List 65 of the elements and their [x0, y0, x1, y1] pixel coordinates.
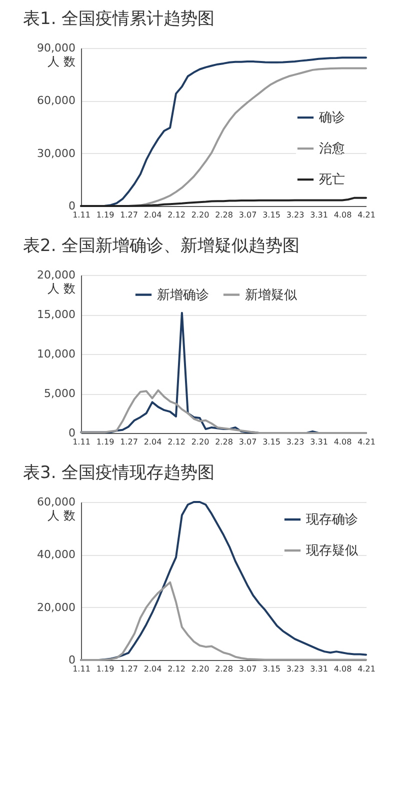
y-axis-title: 人 数: [48, 54, 76, 68]
x-tick-label: 2.12: [168, 664, 186, 674]
y-tick-label: 15,000: [37, 308, 76, 321]
x-tick-label: 3.31: [310, 438, 328, 446]
y-tick-label: 20,000: [37, 600, 76, 614]
y-tick-label: 60,000: [37, 496, 76, 508]
x-tick-label: 3.23: [286, 664, 304, 674]
x-tick-label: 1.27: [120, 438, 138, 446]
y-tick-label: 60,000: [37, 94, 76, 108]
legend-label: 现存确诊: [306, 512, 358, 528]
y-tick-label: 40,000: [37, 548, 76, 562]
x-tick-label: 2.20: [191, 438, 210, 446]
x-tick-label: 3.15: [262, 438, 280, 446]
y-tick-label: 0: [68, 654, 76, 666]
x-tick-label: 3.31: [310, 664, 328, 674]
y-axis-title: 人 数: [48, 508, 76, 522]
x-tick-label: 3.07: [238, 664, 257, 674]
x-tick-label: 1.11: [72, 664, 90, 674]
x-tick-label: 1.19: [96, 664, 114, 674]
chart-title: 表2. 全国新增确诊、新增疑似趋势图: [23, 236, 300, 256]
x-tick-label: 4.08: [334, 664, 352, 674]
x-tick-label: 2.20: [191, 210, 210, 220]
y-tick-label: 0: [68, 200, 76, 212]
x-tick-label: 1.11: [72, 438, 90, 446]
y-tick-label: 0: [68, 426, 76, 440]
x-tick-label: 2.12: [168, 438, 186, 446]
y-tick-label: 20,000: [37, 268, 76, 282]
x-tick-label: 2.28: [215, 664, 233, 674]
x-tick-label: 2.04: [144, 210, 162, 220]
x-tick-label: 3.23: [286, 438, 304, 446]
x-tick-label: 4.21: [358, 664, 376, 674]
x-tick-label: 1.27: [120, 664, 138, 674]
x-tick-label: 2.12: [168, 210, 186, 220]
chart-title: 表1. 全国疫情累计趋势图: [23, 9, 215, 29]
x-tick-label: 4.21: [358, 438, 376, 446]
x-tick-label: 3.31: [310, 210, 328, 220]
x-tick-label: 4.08: [334, 438, 352, 446]
legend-label: 死亡: [319, 172, 345, 188]
y-tick-label: 10,000: [37, 348, 76, 360]
y-tick-label: 5,000: [44, 387, 76, 400]
x-tick-label: 2.04: [144, 664, 162, 674]
x-tick-label: 3.07: [238, 210, 257, 220]
legend-label: 新增确诊: [157, 288, 209, 303]
x-tick-label: 2.04: [144, 438, 162, 446]
x-tick-label: 1.19: [96, 210, 114, 220]
x-tick-label: 3.15: [262, 210, 280, 220]
x-tick-label: 2.28: [215, 438, 233, 446]
x-tick-label: 3.07: [238, 438, 257, 446]
legend-label: 现存疑似: [306, 544, 358, 558]
legend-label: 确诊: [318, 110, 345, 126]
x-tick-label: 1.27: [120, 210, 138, 220]
chart-title: 表3. 全国疫情现存趋势图: [23, 463, 215, 483]
y-tick-label: 90,000: [37, 42, 76, 54]
legend-label: 治愈: [319, 142, 345, 157]
y-tick-label: 30,000: [37, 146, 76, 160]
y-axis-title: 人 数: [48, 282, 76, 296]
x-tick-label: 4.08: [334, 210, 352, 220]
x-tick-label: 2.28: [215, 210, 233, 220]
x-tick-label: 3.15: [262, 664, 280, 674]
legend-label: 新增疑似: [245, 288, 297, 303]
x-tick-label: 1.19: [96, 438, 114, 446]
x-tick-label: 4.21: [358, 210, 376, 220]
x-tick-label: 2.20: [191, 664, 210, 674]
x-tick-label: 3.23: [286, 210, 304, 220]
x-tick-label: 1.11: [72, 210, 90, 220]
